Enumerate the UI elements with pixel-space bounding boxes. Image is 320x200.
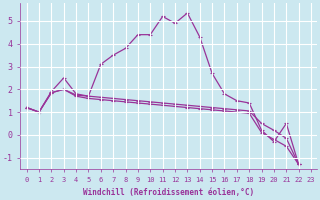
X-axis label: Windchill (Refroidissement éolien,°C): Windchill (Refroidissement éolien,°C) xyxy=(83,188,254,197)
